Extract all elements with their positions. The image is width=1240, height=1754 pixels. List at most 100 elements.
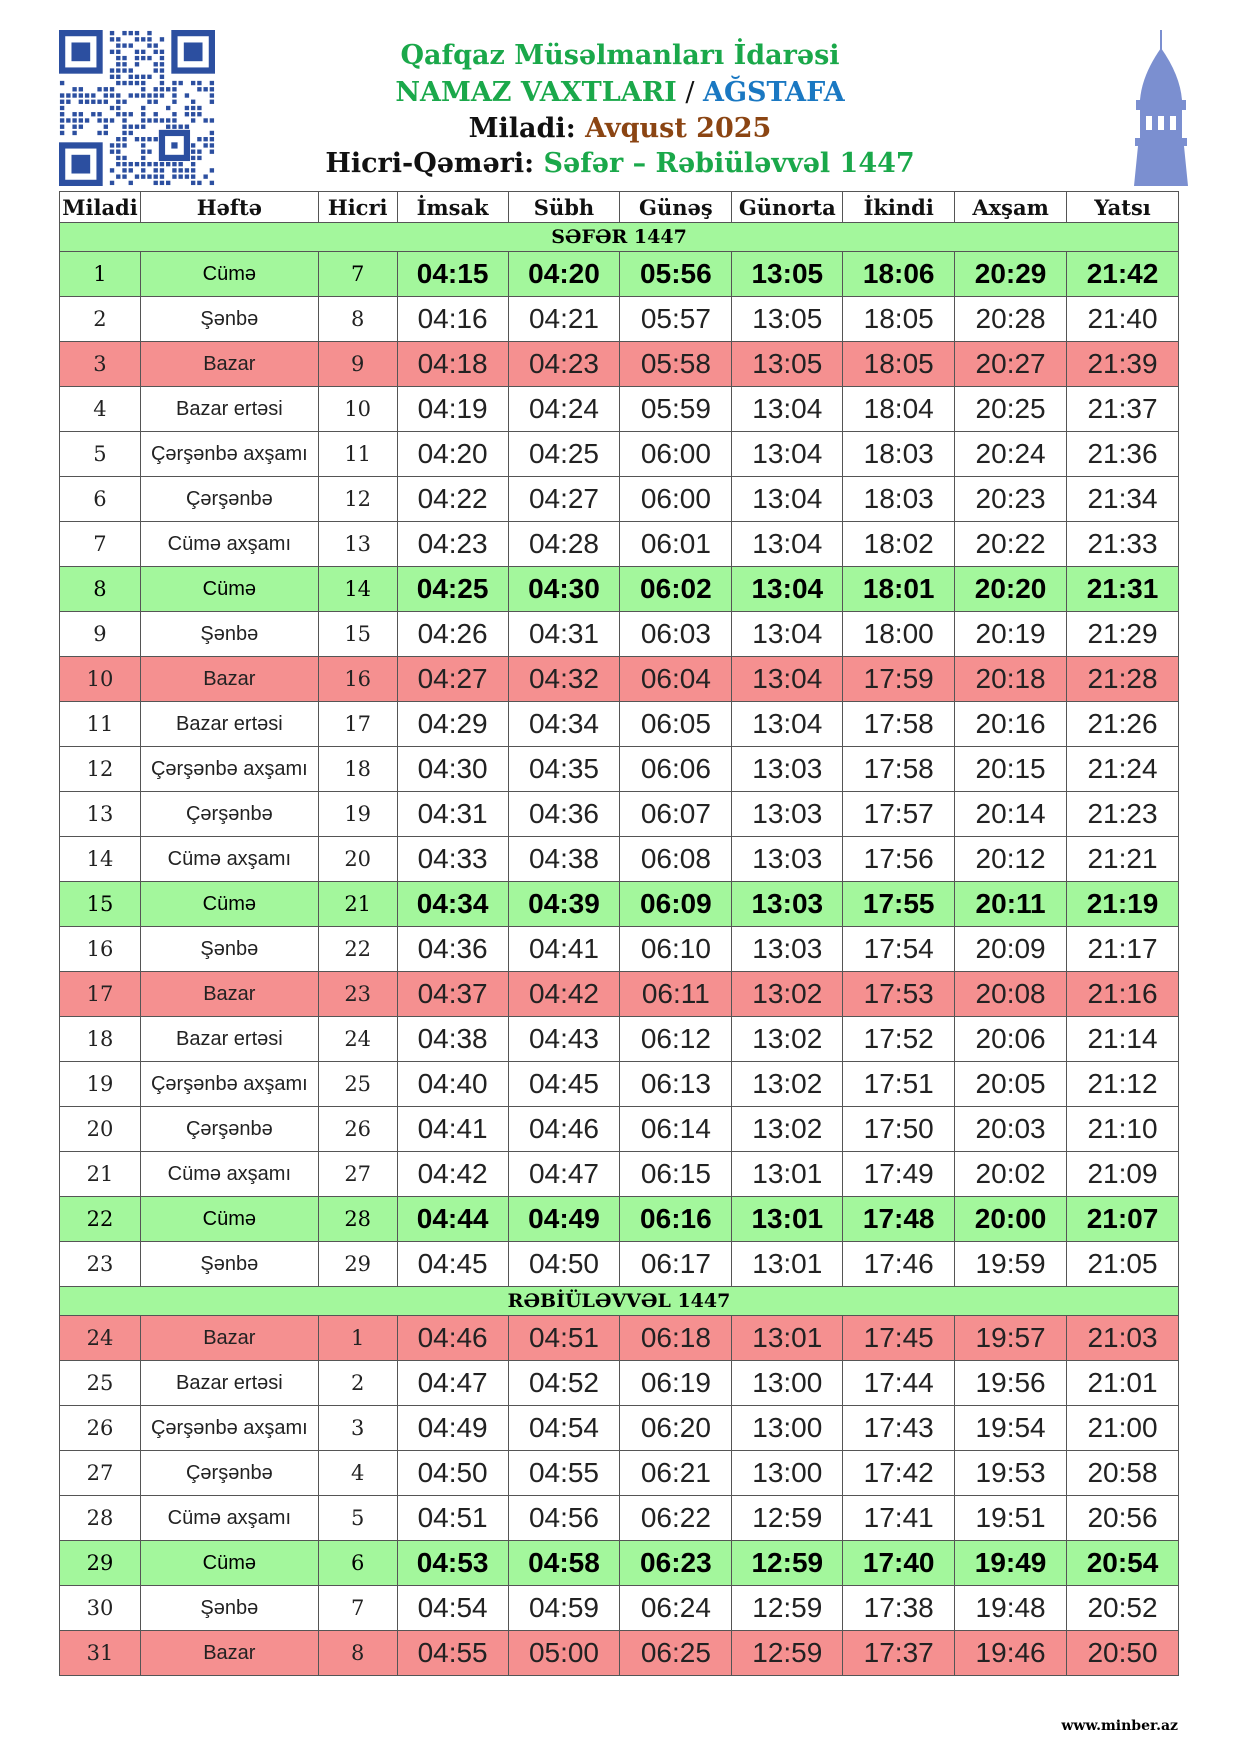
cell-yatsx: 21:03: [1066, 1315, 1179, 1361]
cell-miladi: 16: [59, 926, 141, 972]
cell-hicri: 25: [317, 1061, 398, 1107]
cell-gxnxx: 06:24: [619, 1585, 733, 1631]
cell-hicri: 27: [317, 1151, 398, 1197]
cell-ixmsak: 04:38: [396, 1016, 509, 1062]
cell-hicri: 5: [317, 1495, 398, 1541]
cell-miladi: 27: [59, 1450, 141, 1496]
cell-gxnxx: 06:00: [619, 431, 733, 477]
cell-sxbh: 04:54: [507, 1405, 621, 1451]
cell-hxftx: Şənbə: [139, 1241, 319, 1287]
cell-ixkindi: 17:46: [842, 1241, 956, 1287]
cell-sxbh: 04:50: [507, 1241, 621, 1287]
cell-ixkindi: 17:44: [842, 1360, 956, 1406]
cell-yatsx: 21:24: [1066, 746, 1179, 792]
table-row: 28 Cümə axşamı 5 04:51 04:56 06:22 12:59 17:41 1…: [59, 1495, 1179, 1541]
cell-hxftx: Şənbə: [139, 611, 319, 657]
cell-sxbh: 04:39: [507, 881, 621, 927]
cell-yatsx: 21:31: [1066, 566, 1179, 612]
cell-ixmsak: 04:31: [396, 791, 509, 837]
cell-ixmsak: 04:19: [396, 386, 509, 432]
cell-axxam: 20:12: [954, 836, 1068, 882]
cell-sxbh: 04:21: [507, 296, 621, 342]
cell-hxftx: Şənbə: [139, 1585, 319, 1631]
cell-hicri: 6: [317, 1540, 398, 1586]
table-row: 20 Çərşənbə 26 04:41 04:46 06:14 13:02 17:50 20:…: [59, 1106, 1179, 1152]
cell-gxnorta: 13:02: [731, 1061, 844, 1107]
cell-hxftx: Bazar ertəsi: [139, 1016, 319, 1062]
cell-miladi: 6: [59, 476, 141, 522]
organization-title: Qafqaz Müsəlmanları İdarəsi: [400, 40, 840, 71]
cell-gxnorta: 13:01: [731, 1241, 844, 1287]
section-title: RƏBİÜLƏVVƏL 1447: [59, 1286, 1179, 1316]
cell-hxftx: Bazar: [139, 1315, 319, 1361]
cell-miladi: 22: [59, 1196, 141, 1242]
cell-ixkindi: 17:54: [842, 926, 956, 972]
cell-gxnxx: 06:01: [619, 521, 733, 567]
cell-axxam: 20:15: [954, 746, 1068, 792]
cell-sxbh: 04:27: [507, 476, 621, 522]
cell-axxam: 19:57: [954, 1315, 1068, 1361]
cell-sxbh: 04:46: [507, 1106, 621, 1152]
hicri-value: Səfər – Rəbiüləvvəl 1447: [543, 148, 915, 179]
cell-gxnorta: 13:03: [731, 746, 844, 792]
cell-gxnxx: 06:06: [619, 746, 733, 792]
cell-hicri: 21: [317, 881, 398, 927]
cell-ixmsak: 04:53: [396, 1540, 509, 1586]
cell-gxnxx: 06:19: [619, 1360, 733, 1406]
cell-gxnorta: 13:04: [731, 701, 844, 747]
cell-hicri: 18: [317, 746, 398, 792]
cell-axxam: 19:46: [954, 1630, 1068, 1676]
cell-gxnorta: 12:59: [731, 1495, 844, 1541]
cell-axxam: 19:53: [954, 1450, 1068, 1496]
hicri-label: Hicri-Qəməri:: [325, 148, 544, 179]
cell-miladi: 11: [59, 701, 141, 747]
column-header: Yatsı: [1066, 191, 1179, 223]
cell-yatsx: 21:37: [1066, 386, 1179, 432]
cell-yatsx: 21:26: [1066, 701, 1179, 747]
cell-gxnxx: 06:08: [619, 836, 733, 882]
cell-miladi: 24: [59, 1315, 141, 1361]
table-row: 7 Cümə axşamı 13 04:23 04:28 06:01 13:04 18:02 2…: [59, 521, 1179, 567]
cell-axxam: 20:11: [954, 881, 1068, 927]
cell-ixkindi: 17:50: [842, 1106, 956, 1152]
cell-axxam: 20:18: [954, 656, 1068, 702]
cell-hicri: 2: [317, 1360, 398, 1406]
cell-miladi: 20: [59, 1106, 141, 1152]
cell-hxftx: Çərşənbə axşamı: [139, 1405, 319, 1451]
minaret-icon: [1134, 30, 1188, 186]
cell-ixkindi: 18:00: [842, 611, 956, 657]
cell-hxftx: Cümə axşamı: [139, 1151, 319, 1197]
cell-gxnxx: 06:00: [619, 476, 733, 522]
cell-gxnxx: 05:56: [619, 251, 733, 297]
cell-yatsx: 20:52: [1066, 1585, 1179, 1631]
cell-ixkindi: 17:45: [842, 1315, 956, 1361]
cell-yatsx: 21:40: [1066, 296, 1179, 342]
cell-gxnorta: 13:04: [731, 431, 844, 477]
hicri-line: Hicri-Qəməri: Səfər – Rəbiüləvvəl 1447: [300, 148, 940, 179]
cell-hicri: 8: [317, 296, 398, 342]
cell-ixkindi: 18:01: [842, 566, 956, 612]
table-row: 8 Cümə 14 04:25 04:30 06:02 13:04 18:01 20:20 21:…: [59, 566, 1179, 612]
cell-ixmsak: 04:20: [396, 431, 509, 477]
cell-miladi: 18: [59, 1016, 141, 1062]
column-header: Günorta: [731, 191, 844, 223]
cell-ixmsak: 04:25: [396, 566, 509, 612]
cell-gxnxx: 06:07: [619, 791, 733, 837]
cell-gxnxx: 06:12: [619, 1016, 733, 1062]
cell-hxftx: Cümə axşamı: [139, 521, 319, 567]
cell-axxam: 20:19: [954, 611, 1068, 657]
cell-yatsx: 20:56: [1066, 1495, 1179, 1541]
cell-axxam: 20:22: [954, 521, 1068, 567]
cell-hicri: 8: [317, 1630, 398, 1676]
cell-hicri: 3: [317, 1405, 398, 1451]
cell-ixmsak: 04:44: [396, 1196, 509, 1242]
cell-gxnorta: 13:04: [731, 521, 844, 567]
cell-gxnorta: 13:04: [731, 566, 844, 612]
cell-yatsx: 20:58: [1066, 1450, 1179, 1496]
cell-hxftx: Cümə: [139, 566, 319, 612]
cell-sxbh: 04:43: [507, 1016, 621, 1062]
cell-yatsx: 21:05: [1066, 1241, 1179, 1287]
cell-gxnorta: 13:04: [731, 656, 844, 702]
table-row: 29 Cümə 6 04:53 04:58 06:23 12:59 17:40 19:49 20:…: [59, 1540, 1179, 1586]
cell-hxftx: Çərşənbə: [139, 1106, 319, 1152]
